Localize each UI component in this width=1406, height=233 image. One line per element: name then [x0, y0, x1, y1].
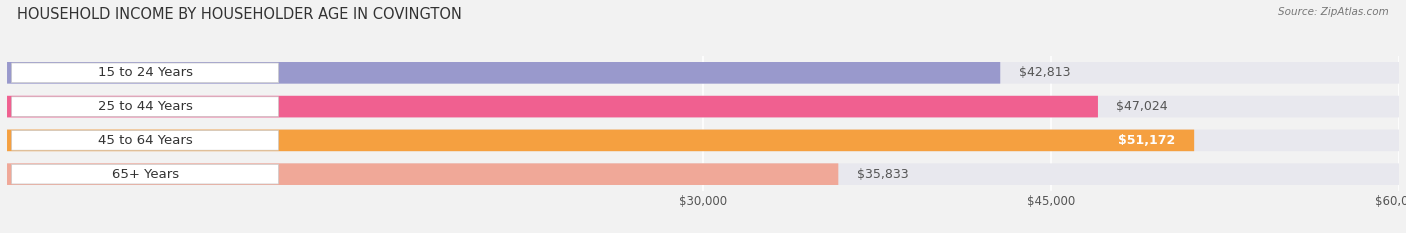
Text: HOUSEHOLD INCOME BY HOUSEHOLDER AGE IN COVINGTON: HOUSEHOLD INCOME BY HOUSEHOLDER AGE IN C…: [17, 7, 461, 22]
Text: 15 to 24 Years: 15 to 24 Years: [97, 66, 193, 79]
FancyBboxPatch shape: [7, 163, 1399, 185]
FancyBboxPatch shape: [7, 163, 838, 185]
Text: 65+ Years: 65+ Years: [111, 168, 179, 181]
FancyBboxPatch shape: [7, 96, 1098, 117]
Text: $47,024: $47,024: [1116, 100, 1168, 113]
Text: 25 to 44 Years: 25 to 44 Years: [97, 100, 193, 113]
Text: Source: ZipAtlas.com: Source: ZipAtlas.com: [1278, 7, 1389, 17]
Text: 45 to 64 Years: 45 to 64 Years: [97, 134, 193, 147]
Text: $35,833: $35,833: [856, 168, 908, 181]
FancyBboxPatch shape: [7, 130, 1399, 151]
FancyBboxPatch shape: [11, 63, 278, 83]
FancyBboxPatch shape: [11, 164, 278, 184]
Text: $42,813: $42,813: [1019, 66, 1070, 79]
FancyBboxPatch shape: [11, 97, 278, 116]
FancyBboxPatch shape: [11, 130, 278, 150]
FancyBboxPatch shape: [7, 62, 1399, 84]
Text: $51,172: $51,172: [1118, 134, 1175, 147]
FancyBboxPatch shape: [7, 96, 1399, 117]
FancyBboxPatch shape: [7, 130, 1194, 151]
FancyBboxPatch shape: [7, 62, 1000, 84]
